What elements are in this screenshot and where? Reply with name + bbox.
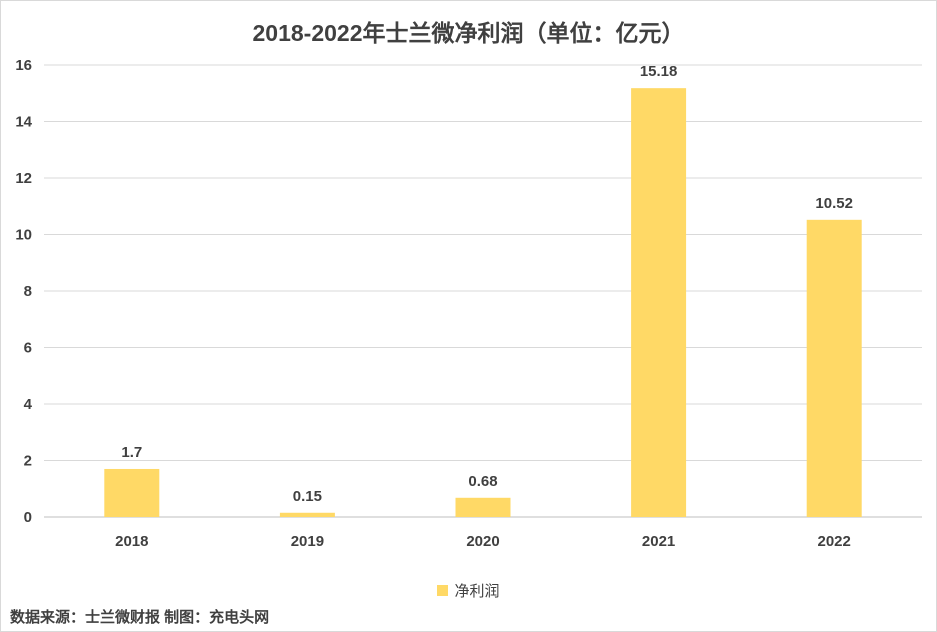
data-label: 10.52: [815, 195, 853, 212]
y-tick-label: 10: [15, 227, 32, 244]
data-label: 15.18: [640, 63, 678, 80]
bar: [631, 88, 687, 517]
y-tick-label: 6: [24, 340, 32, 357]
y-tick-label: 2: [24, 453, 32, 470]
data-label: 0.15: [293, 488, 322, 505]
y-tick-label: 14: [15, 114, 32, 131]
bar: [279, 512, 335, 517]
y-tick-label: 8: [24, 283, 32, 300]
x-tick-label: 2022: [818, 533, 851, 550]
chart-title: 2018-2022年士兰微净利润（单位：亿元）: [252, 20, 685, 46]
bar: [455, 497, 511, 517]
y-tick-label: 0: [24, 509, 32, 526]
y-tick-label: 16: [15, 57, 32, 74]
x-tick-label: 2019: [291, 533, 324, 550]
y-tick-label: 12: [15, 170, 32, 187]
legend-swatch: [437, 585, 449, 596]
legend-label: 净利润: [454, 583, 500, 600]
x-tick-label: 2020: [466, 533, 499, 550]
y-tick-label: 4: [24, 396, 33, 413]
data-label: 1.7: [121, 444, 142, 461]
source-note: 数据来源：士兰微财报 制图：充电头网: [10, 609, 270, 626]
x-tick-label: 2021: [642, 533, 675, 550]
legend: 净利润: [0, 580, 937, 601]
x-tick-label: 2018: [115, 533, 148, 550]
data-label: 0.68: [468, 473, 497, 490]
bar: [104, 468, 160, 517]
bar: [806, 219, 862, 517]
